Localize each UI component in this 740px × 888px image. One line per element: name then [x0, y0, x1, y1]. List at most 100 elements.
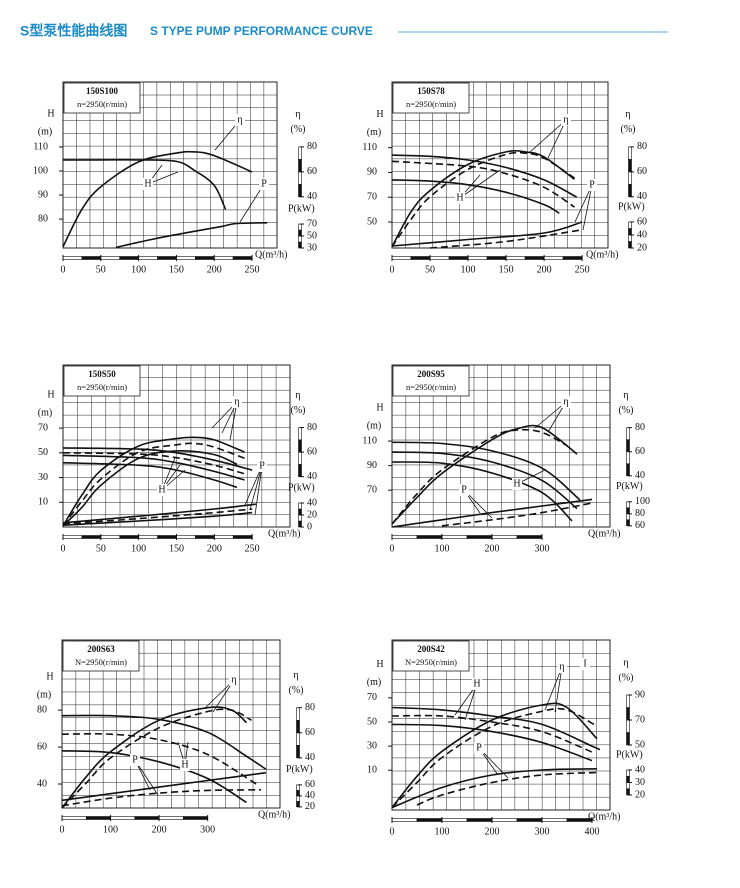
y-unit: (m): [38, 407, 52, 418]
axis-bar: [296, 745, 300, 759]
axis-bar: [467, 256, 488, 260]
axis-bar: [541, 818, 568, 822]
y3-tick-label: 60: [305, 779, 315, 790]
axis-bar: [119, 256, 139, 260]
x-tick-label: 150: [169, 264, 184, 275]
y2-tick-label: 40: [307, 471, 317, 482]
x-tick-label: 100: [103, 824, 118, 835]
x-tick-label: 50: [96, 543, 106, 554]
curve-y: [61, 714, 267, 770]
y-label: H: [47, 389, 54, 400]
curve-y: [391, 461, 573, 522]
y3-label: P(kW): [288, 203, 315, 214]
axis-bar: [416, 818, 443, 822]
x-tick-label: 150: [169, 543, 184, 554]
x-label: Q(m³/h): [255, 249, 287, 260]
annotation-bg: [130, 754, 140, 766]
leader: [249, 465, 263, 511]
y-label: H: [376, 659, 383, 670]
curve-y: [63, 158, 227, 210]
curve-y2: [391, 424, 578, 525]
axis-bar: [628, 241, 632, 249]
y-tick-label: 110: [362, 142, 377, 153]
curve-y: [391, 723, 593, 762]
axis-bar: [296, 732, 300, 746]
y2-unit: (%): [291, 405, 306, 416]
axis-bar: [62, 535, 83, 539]
axis-bar: [298, 451, 302, 465]
x-label: Q(m³/h): [268, 528, 300, 539]
annotation-bg: [257, 460, 267, 472]
curve-y2: [62, 442, 245, 527]
axis-bar: [626, 451, 630, 465]
y2-tick-label: 60: [637, 166, 647, 177]
axis-bar: [296, 707, 300, 721]
x-tick-label: 0: [390, 826, 395, 837]
axis-bar: [176, 535, 196, 539]
y2-unit: (%): [619, 405, 634, 416]
y2-tick-label: 60: [635, 446, 645, 457]
x-tick-label: 100: [435, 826, 450, 837]
y3-tick-label: 40: [637, 229, 647, 240]
x-tick-label: 50: [425, 264, 435, 275]
y2-label: η: [295, 390, 300, 401]
x-tick-label: 200: [537, 264, 552, 275]
y-tick-label: 110: [362, 435, 377, 446]
y-tick-label: 40: [37, 778, 47, 789]
axis-bar: [626, 732, 630, 746]
axis-bar: [158, 816, 184, 820]
axis-bar: [466, 818, 493, 822]
annotation: η: [563, 396, 568, 407]
x-tick-label: 300: [535, 543, 550, 554]
annotation: P: [461, 484, 467, 495]
y-tick-label: 50: [38, 447, 48, 458]
x-tick-label: 100: [435, 543, 450, 554]
x-tick-label: 0: [61, 264, 66, 275]
curve-y2: [61, 708, 252, 809]
model-title: 150S100: [86, 86, 119, 96]
axis-bar: [626, 707, 630, 721]
model-speed: n=2950(r/min): [77, 382, 127, 392]
axis-bar: [232, 256, 253, 260]
annotation: H: [513, 478, 520, 489]
axis-bar: [543, 256, 564, 260]
annotation-bg: [580, 658, 590, 670]
curve-y2: [62, 436, 245, 527]
y2-label: η: [623, 657, 628, 668]
axis-bar: [298, 427, 302, 441]
y-tick-label: 90: [38, 189, 48, 200]
model-speed: N=2950(r/min): [405, 657, 457, 667]
annotation-bg: [229, 674, 239, 686]
model-speed: n=2950(r/min): [77, 99, 127, 109]
axis-bar: [516, 818, 543, 822]
axis-bar: [628, 184, 632, 198]
axis-bar: [410, 256, 431, 260]
annotation-bg: [180, 759, 190, 771]
axis-bar: [628, 228, 632, 236]
axis-bar: [183, 816, 208, 820]
axis-bar: [391, 256, 412, 260]
curve-y2: [391, 702, 598, 809]
y2-tick-label: 60: [305, 727, 315, 738]
y2-tick-label: 40: [305, 752, 315, 763]
curve-y3: [62, 511, 253, 526]
model-speed: n=2950(r/min): [406, 382, 456, 392]
axis-bar: [298, 241, 302, 249]
curve-y3: [416, 771, 598, 806]
annotation: η: [231, 674, 236, 685]
axis-bar: [524, 256, 545, 260]
model-speed: N=2950(r/min): [75, 657, 127, 667]
leader: [229, 401, 238, 441]
axis-bar: [628, 171, 632, 185]
x-tick-label: 200: [485, 826, 500, 837]
axis-bar: [626, 519, 630, 527]
annotation-bg: [474, 742, 484, 754]
x-tick-label: 300: [535, 826, 550, 837]
model-box: [62, 640, 140, 672]
axis-bar: [626, 788, 630, 796]
axis-bar: [298, 514, 302, 522]
curve-y: [391, 160, 575, 208]
axis-bar: [176, 256, 196, 260]
y2-unit: (%): [619, 672, 634, 683]
